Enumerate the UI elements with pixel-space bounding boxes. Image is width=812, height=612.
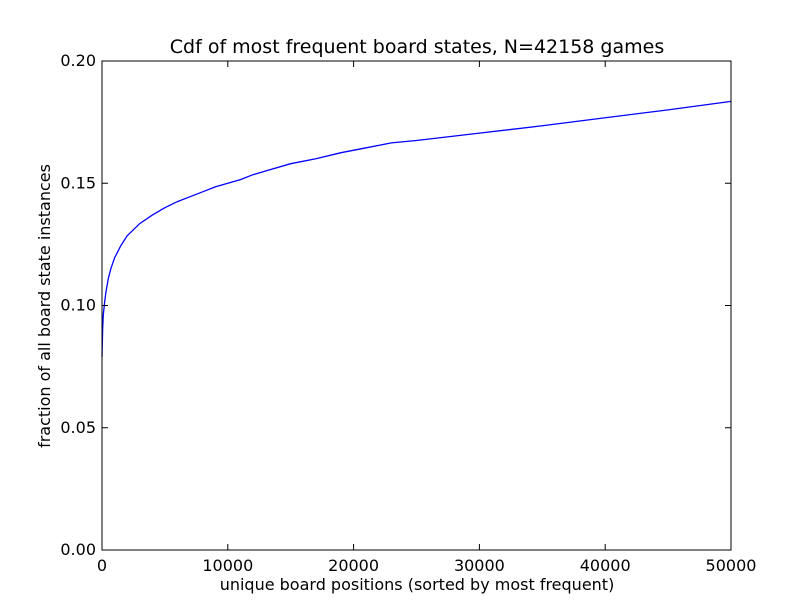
x-tick-label: 0: [97, 556, 107, 575]
plot-frame: [101, 60, 732, 551]
y-tick-label: 0.05: [60, 418, 96, 437]
x-tick-label: 30000: [454, 556, 505, 575]
x-tick-label: 40000: [580, 556, 631, 575]
x-axis-label: unique board positions (sorted by most f…: [220, 575, 615, 594]
axis-ticks: 0 10000 20000 30000 40000 50000 0.00 0.05 0.10 0.…: [60, 51, 756, 575]
x-tick-label: 10000: [202, 556, 253, 575]
x-tick-label: 50000: [706, 556, 757, 575]
chart-title: Cdf of most frequent board states, N=421…: [170, 36, 664, 58]
y-tick-label: 0.15: [60, 173, 96, 192]
y-tick-label: 0.10: [60, 296, 96, 315]
y-tick-label: 0.20: [60, 51, 96, 70]
plot-area: [101, 100, 732, 357]
x-tick-label: 20000: [328, 556, 379, 575]
y-tick-label: 0.00: [60, 540, 96, 559]
series-line: [101, 100, 732, 357]
y-axis-label: fraction of all board state instances: [35, 164, 54, 448]
